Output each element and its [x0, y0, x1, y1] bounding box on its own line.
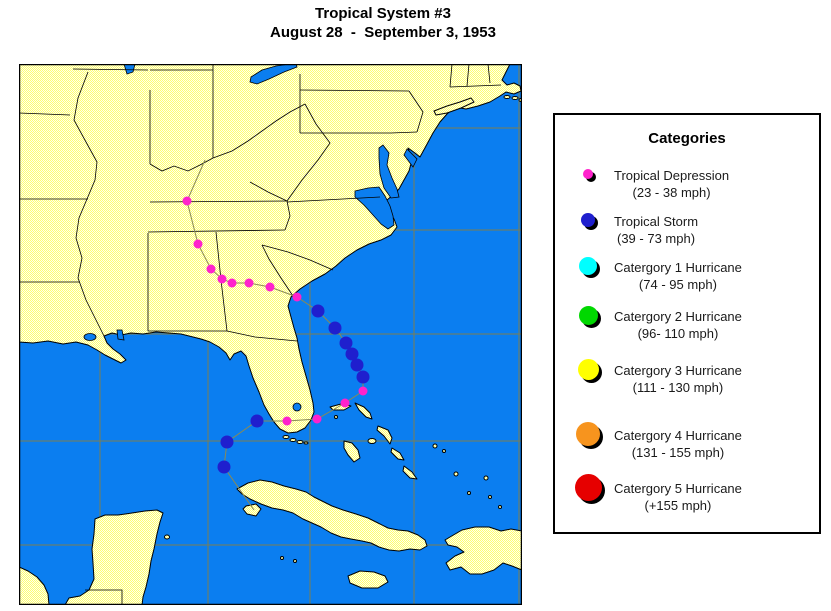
category-wind-range: (39 - 73 mph) — [617, 231, 696, 246]
category-dot — [577, 358, 599, 380]
category-wind-range: (+155 mph) — [644, 498, 712, 513]
category-dot — [574, 473, 602, 501]
cozumel — [164, 534, 170, 540]
track-point-storm — [328, 321, 342, 335]
category-dot — [583, 169, 593, 179]
chesapeake-bay — [378, 144, 400, 199]
track-point-storm — [339, 336, 353, 350]
category-dot — [579, 257, 597, 275]
track-point-depression — [265, 282, 275, 292]
title-line-1: Tropical System #3 — [315, 5, 451, 22]
lake-pontchartrain — [83, 333, 97, 341]
hispaniola — [444, 526, 523, 575]
legend-item-text: Catergory 2 Hurricane (96- 110 mph) — [614, 308, 742, 342]
category-label: Catergory 4 Hurricane — [614, 428, 742, 443]
category-dot — [581, 213, 595, 227]
track-point-storm — [250, 414, 264, 428]
island — [511, 96, 519, 100]
track-point-depression — [312, 414, 322, 424]
category-label: Catergory 2 Hurricane — [614, 309, 742, 324]
legend-title: Categories — [648, 130, 726, 147]
track-point-depression — [340, 398, 350, 408]
cay — [453, 471, 459, 477]
legend: Categories Tropical Depression (23 - 38 m… — [553, 113, 821, 534]
page-title: Tropical System #3 August 28 - September… — [0, 4, 766, 42]
track-point-storm — [345, 347, 359, 361]
cay — [467, 491, 471, 495]
lake-okeechobee — [292, 402, 302, 412]
cay — [498, 505, 502, 509]
andros — [343, 440, 361, 463]
track-point-depression — [182, 196, 192, 206]
delaware-bay — [403, 148, 418, 168]
category-wind-range: (111 - 130 mph) — [632, 380, 724, 395]
florida-key — [282, 435, 290, 439]
category-wind-range: (74 - 95 mph) — [638, 277, 717, 292]
florida-key — [303, 441, 309, 445]
map-frame — [18, 63, 523, 606]
inland-water — [83, 63, 418, 412]
track-point-storm — [356, 370, 370, 384]
lake-erie — [249, 63, 298, 85]
cay — [432, 443, 438, 449]
legend-item-text: Tropical Depression (23 - 38 mph) — [614, 167, 729, 201]
track-point-depression — [227, 278, 237, 288]
category-wind-range: (23 - 38 mph) — [632, 185, 711, 200]
track-point-storm — [350, 358, 364, 372]
track-point-storm — [217, 460, 231, 474]
cat-island — [390, 447, 405, 461]
jamaica — [347, 570, 389, 589]
track-point-depression — [217, 274, 227, 284]
category-wind-range: (131 - 155 mph) — [631, 445, 725, 460]
florida-key — [289, 438, 297, 442]
map-canvas — [18, 63, 524, 606]
category-label: Catergory 5 Hurricane — [614, 481, 742, 496]
track-point-depression — [244, 278, 254, 288]
track-point-depression — [193, 239, 203, 249]
track-point-depression — [292, 292, 302, 302]
mainland-us — [18, 63, 522, 434]
legend-item-text: Catergory 3 Hurricane (111 - 130 mph) — [614, 362, 742, 396]
legend-item-text: Catergory 4 Hurricane (131 - 155 mph) — [614, 427, 742, 461]
cay — [442, 449, 446, 453]
legend-item-text: Tropical Storm (39 - 73 mph) — [614, 213, 698, 247]
category-dot — [578, 305, 598, 325]
track-point-depression — [282, 416, 292, 426]
category-dot — [576, 422, 600, 446]
yucatan — [64, 509, 164, 606]
track-point-depression — [358, 386, 368, 396]
category-label: Catergory 3 Hurricane — [614, 363, 742, 378]
storm-track — [182, 159, 370, 511]
track-point-depression — [206, 264, 216, 274]
legend-item-text: Catergory 5 Hurricane (+155 mph) — [614, 480, 742, 514]
cay — [488, 495, 492, 499]
cayman-island — [280, 556, 284, 560]
cay — [483, 475, 489, 481]
eleuthera — [376, 425, 393, 445]
category-label: Catergory 1 Hurricane — [614, 260, 742, 275]
track-point-storm — [220, 435, 234, 449]
cayman-island — [293, 559, 297, 563]
hurricane-track-map — [18, 63, 524, 606]
florida-key — [296, 440, 304, 444]
cay — [334, 415, 338, 419]
long-island — [433, 97, 475, 116]
cuba — [236, 479, 428, 552]
island — [503, 95, 511, 99]
mobile-bay — [116, 329, 125, 341]
category-wind-range: (96- 110 mph) — [637, 326, 719, 341]
track-point-storm — [311, 304, 325, 318]
title-line-2: August 28 - September 3, 1953 — [270, 24, 496, 41]
abaco — [354, 402, 373, 420]
land — [18, 63, 524, 606]
long-island-bahamas — [402, 465, 418, 480]
new-providence — [367, 438, 377, 444]
category-label: Tropical Depression — [614, 168, 730, 183]
legend-item-text: Catergory 1 Hurricane (74 - 95 mph) — [614, 259, 742, 293]
isla-juventud — [242, 503, 262, 517]
category-label: Tropical Storm — [614, 214, 699, 229]
